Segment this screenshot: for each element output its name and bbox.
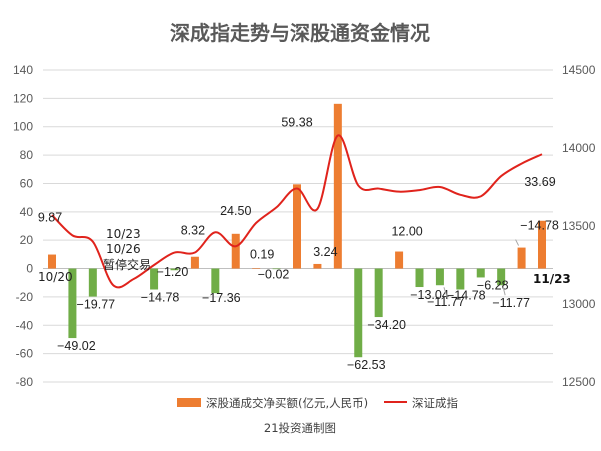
left-tick-label: 20	[20, 233, 34, 247]
bar	[252, 268, 261, 269]
bar	[272, 268, 281, 270]
data-label: −13.04	[410, 288, 449, 302]
data-label: −62.53	[347, 358, 386, 372]
bar	[48, 254, 56, 269]
left-tick-label: -60	[16, 347, 34, 361]
data-label: 12.00	[391, 225, 422, 239]
legend-bar-label: 深股通成交净买额(亿元,人民币)	[206, 396, 368, 410]
bar	[313, 263, 322, 269]
data-label: 0.19	[250, 247, 274, 261]
label-leader	[515, 239, 520, 246]
annotations: 10/20 10/23 10/26 暂停交易 11/23	[38, 227, 571, 286]
left-tick-label: 60	[20, 176, 34, 190]
line-series	[51, 134, 543, 289]
left-tick-label: 100	[13, 120, 33, 134]
annotation-date-start: 10/20	[38, 270, 73, 284]
left-tick-label: 140	[13, 63, 33, 77]
bar	[456, 268, 465, 290]
data-label: −49.02	[57, 339, 96, 353]
bar	[333, 103, 342, 269]
left-tick-label: -20	[16, 290, 34, 304]
left-tick-label: 80	[20, 148, 34, 162]
bar	[374, 268, 383, 318]
chart-title: 深成指走势与深股通资金情况	[170, 21, 430, 45]
annotation-date-end: 11/23	[533, 272, 571, 286]
bar	[68, 268, 77, 339]
left-tick-label: 40	[20, 205, 34, 219]
left-axis: -80 -60 -40 -20 0 20 40 60 80 100 120 140	[13, 63, 33, 389]
data-label: −17.36	[202, 291, 241, 305]
data-label: 8.32	[181, 224, 205, 238]
label-leader	[443, 287, 449, 300]
bar	[395, 251, 404, 269]
data-label: 59.38	[281, 115, 312, 129]
legend-line-label: 深证成指	[412, 396, 458, 410]
data-label: 116.15	[319, 0, 356, 3]
bar	[517, 247, 526, 269]
label-leader	[502, 287, 506, 296]
left-tick-label: 0	[26, 262, 33, 276]
bar	[354, 268, 363, 358]
bar	[435, 268, 444, 286]
legend: 深股通成交净买额(亿元,人民币) 深证成指	[177, 396, 458, 410]
legend-bar-swatch	[177, 398, 201, 407]
data-label: −0.02	[258, 268, 290, 282]
right-axis: 12500 13000 13500 14000 14500	[562, 63, 596, 389]
annotation-date-1026: 10/26	[106, 242, 141, 256]
data-label: −19.77	[77, 298, 116, 312]
bar	[415, 268, 424, 288]
data-label: −14.78	[520, 219, 559, 233]
data-label: −14.78	[141, 291, 180, 305]
right-tick-label: 12500	[562, 375, 596, 389]
left-tick-label: 120	[13, 91, 33, 105]
left-tick-label: -40	[16, 318, 34, 332]
bar	[476, 268, 485, 278]
data-label: 9.87	[38, 211, 62, 225]
bar	[497, 268, 506, 286]
bar	[190, 256, 199, 269]
index-line	[51, 134, 543, 289]
data-label: 24.50	[220, 204, 251, 218]
right-tick-label: 14500	[562, 63, 596, 77]
data-label: −1.20	[157, 265, 189, 279]
chart-footer: 21投资通制图	[264, 421, 336, 435]
bar	[88, 268, 97, 297]
right-tick-label: 13500	[562, 219, 596, 233]
data-label: 33.69	[524, 175, 555, 189]
bar	[231, 233, 240, 269]
bar	[293, 184, 301, 269]
data-label: 3.24	[313, 245, 337, 259]
data-label: −11.77	[492, 296, 530, 310]
bar	[211, 268, 220, 294]
annotation-suspended: 暂停交易	[103, 257, 151, 272]
data-labels: 9.87 −49.02 −19.77 −14.78 −1.20 8.32 −17.36 24.…	[38, 0, 559, 372]
annotation-date-1023: 10/23	[106, 227, 141, 241]
right-tick-label: 14000	[562, 141, 596, 155]
data-label: −34.20	[367, 318, 406, 332]
data-label: −6.28	[477, 278, 509, 292]
data-label: −14.78	[447, 289, 486, 303]
left-tick-label: -80	[16, 375, 34, 389]
bar	[538, 220, 546, 269]
bar	[170, 268, 179, 271]
bar	[150, 268, 159, 290]
right-tick-label: 13000	[562, 297, 596, 311]
data-label: −11.77	[427, 295, 465, 309]
bar-series	[48, 103, 546, 358]
